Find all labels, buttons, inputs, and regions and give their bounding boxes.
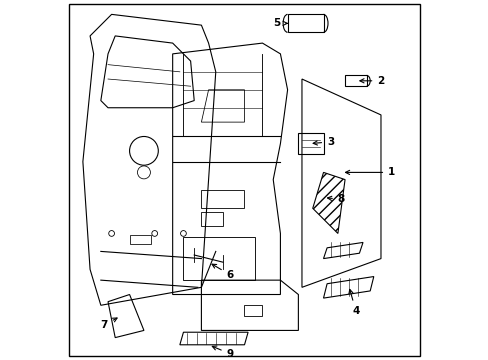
Text: 5: 5 bbox=[273, 18, 286, 28]
Text: 4: 4 bbox=[348, 289, 359, 316]
Text: 2: 2 bbox=[359, 76, 384, 86]
Bar bbox=[287, 14, 323, 32]
Text: 7: 7 bbox=[101, 318, 117, 330]
Bar bbox=[183, 237, 255, 280]
Text: 8: 8 bbox=[327, 194, 345, 204]
Bar bbox=[201, 212, 223, 226]
Text: 9: 9 bbox=[212, 346, 233, 359]
Bar bbox=[201, 190, 244, 208]
Text: 3: 3 bbox=[312, 137, 334, 147]
Text: 1: 1 bbox=[345, 167, 395, 177]
Bar bbox=[129, 235, 151, 244]
Text: 6: 6 bbox=[212, 264, 233, 280]
Bar bbox=[244, 305, 262, 316]
